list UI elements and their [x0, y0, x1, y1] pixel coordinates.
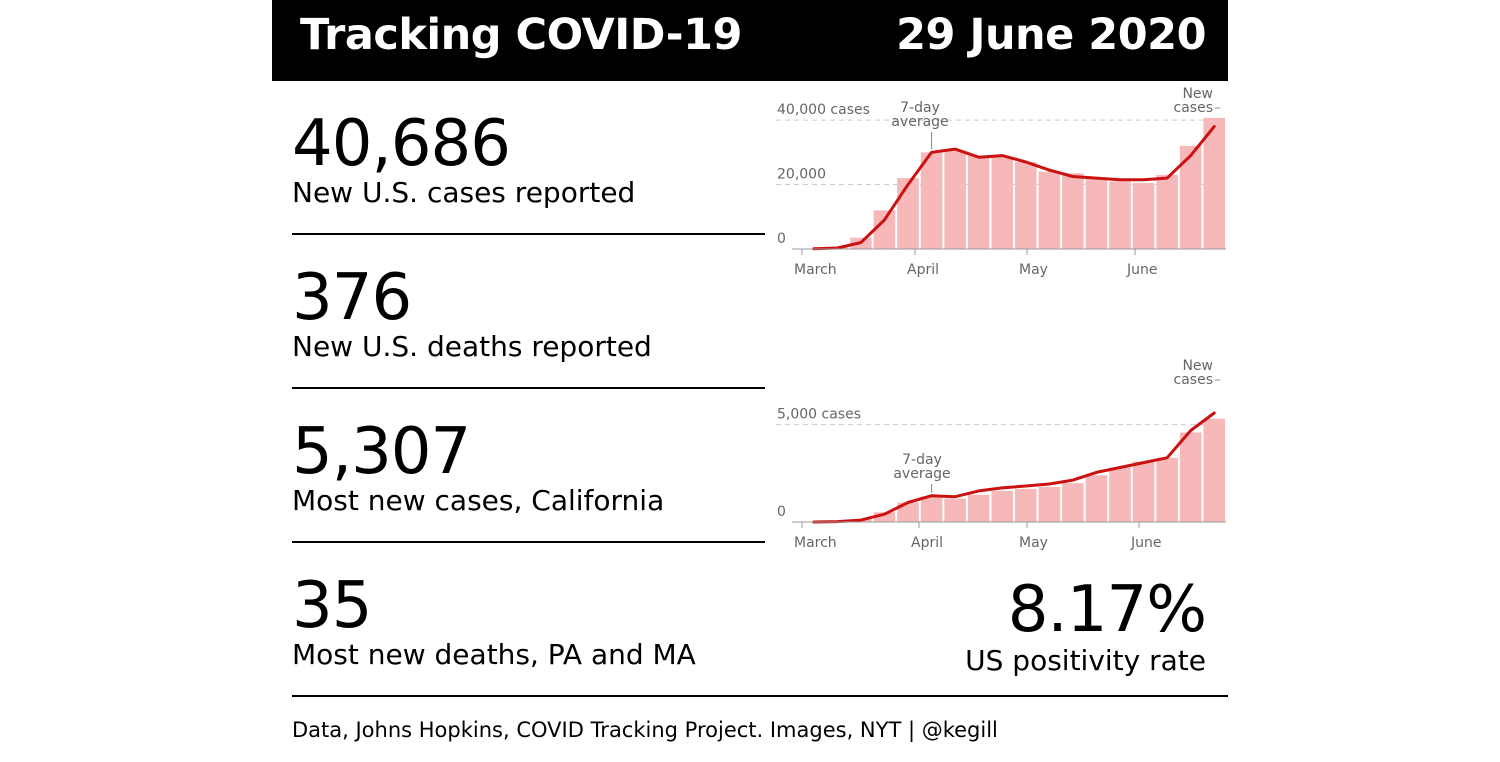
y-tick-label: 5,000 cases: [777, 407, 861, 423]
bar: [1132, 461, 1155, 522]
divider: [292, 233, 765, 235]
bar: [1062, 173, 1084, 249]
stat-label: Most new cases, California: [292, 484, 665, 517]
y-tick-label: 20,000: [777, 167, 826, 183]
bar: [920, 496, 943, 522]
annotation-new-cases: New cases: [1174, 86, 1213, 116]
x-tick-label: April: [907, 262, 939, 278]
bar: [1085, 178, 1108, 249]
stat-new-us-cases: 40,686 New U.S. cases reported: [292, 112, 635, 209]
bar: [1109, 467, 1131, 522]
california-cases-chart: 0 5,000 cases March April May June 7-day averag…: [776, 358, 1226, 551]
stat-most-cases-state: 5,307 Most new cases, California: [292, 420, 664, 517]
report-date: 29 June 2020: [896, 10, 1206, 60]
x-tick-label: June: [1130, 535, 1162, 551]
divider: [292, 387, 765, 389]
bar: [1038, 486, 1061, 522]
page-title: Tracking COVID-19: [300, 10, 742, 60]
positivity-value: 8.17%: [1007, 573, 1207, 647]
bar: [1038, 171, 1061, 249]
x-tick-label: June: [1126, 262, 1158, 278]
stat-label: New U.S. cases reported: [292, 176, 636, 209]
header-bar: Tracking COVID-19 29 June 2020: [272, 0, 1228, 81]
bar: [1085, 475, 1108, 522]
x-tick-label: March: [794, 535, 837, 551]
bar: [897, 502, 919, 522]
bar: [920, 152, 943, 249]
bar: [944, 150, 966, 249]
stat-value: 35: [292, 569, 372, 643]
source-credit: Data, Johns Hopkins, COVID Tracking Proj…: [292, 718, 998, 742]
annotation-average: 7-day average: [893, 452, 950, 482]
bar: [1203, 117, 1225, 249]
positivity-rate: 8.17% US positivity rate: [965, 573, 1207, 677]
y-tick-label: 0: [777, 504, 786, 520]
x-tick-label: May: [1019, 262, 1048, 278]
bar: [1015, 488, 1037, 522]
bar: [991, 490, 1013, 522]
bar: [1203, 418, 1225, 522]
bar: [944, 498, 966, 522]
y-tick-label: 40,000 cases: [777, 102, 870, 118]
bar: [873, 210, 896, 249]
bar: [1156, 457, 1178, 522]
y-tick-label: 0: [777, 231, 786, 247]
bar: [897, 178, 919, 249]
stat-most-deaths-state: 35 Most new deaths, PA and MA: [292, 574, 696, 671]
bar: [991, 157, 1013, 249]
stat-label: New U.S. deaths reported: [292, 330, 652, 363]
covid-tracker-card: Tracking COVID-19 29 June 2020 40,686 Ne…: [272, 0, 1228, 762]
bar: [1132, 182, 1155, 249]
stat-value: 376: [292, 261, 412, 335]
stat-value: 5,307: [292, 415, 471, 489]
stat-new-us-deaths: 376 New U.S. deaths reported: [292, 266, 652, 363]
bar: [873, 512, 896, 522]
average-line: [812, 411, 1216, 524]
bar: [1156, 174, 1178, 249]
bar: [1179, 432, 1202, 522]
x-tick-label: May: [1019, 535, 1048, 551]
bar: [1109, 181, 1131, 249]
us-cases-chart: 0 20,000 40,000 cases March April May June 7-da…: [776, 86, 1226, 278]
divider: [292, 541, 765, 543]
stat-value: 40,686: [292, 107, 511, 181]
average-line: [812, 125, 1216, 251]
bar: [967, 494, 990, 522]
annotation-average: 7-day average: [891, 100, 948, 130]
positivity-label: US positivity rate: [965, 644, 1206, 677]
x-tick-label: April: [911, 535, 943, 551]
x-tick-label: March: [794, 262, 837, 278]
annotation-new-cases: New cases: [1174, 358, 1213, 388]
bar: [967, 155, 990, 249]
bar: [1179, 145, 1202, 249]
stat-label: Most new deaths, PA and MA: [292, 638, 696, 671]
footer-divider: [292, 695, 1228, 697]
bar: [1015, 162, 1037, 249]
bar: [1062, 483, 1084, 522]
